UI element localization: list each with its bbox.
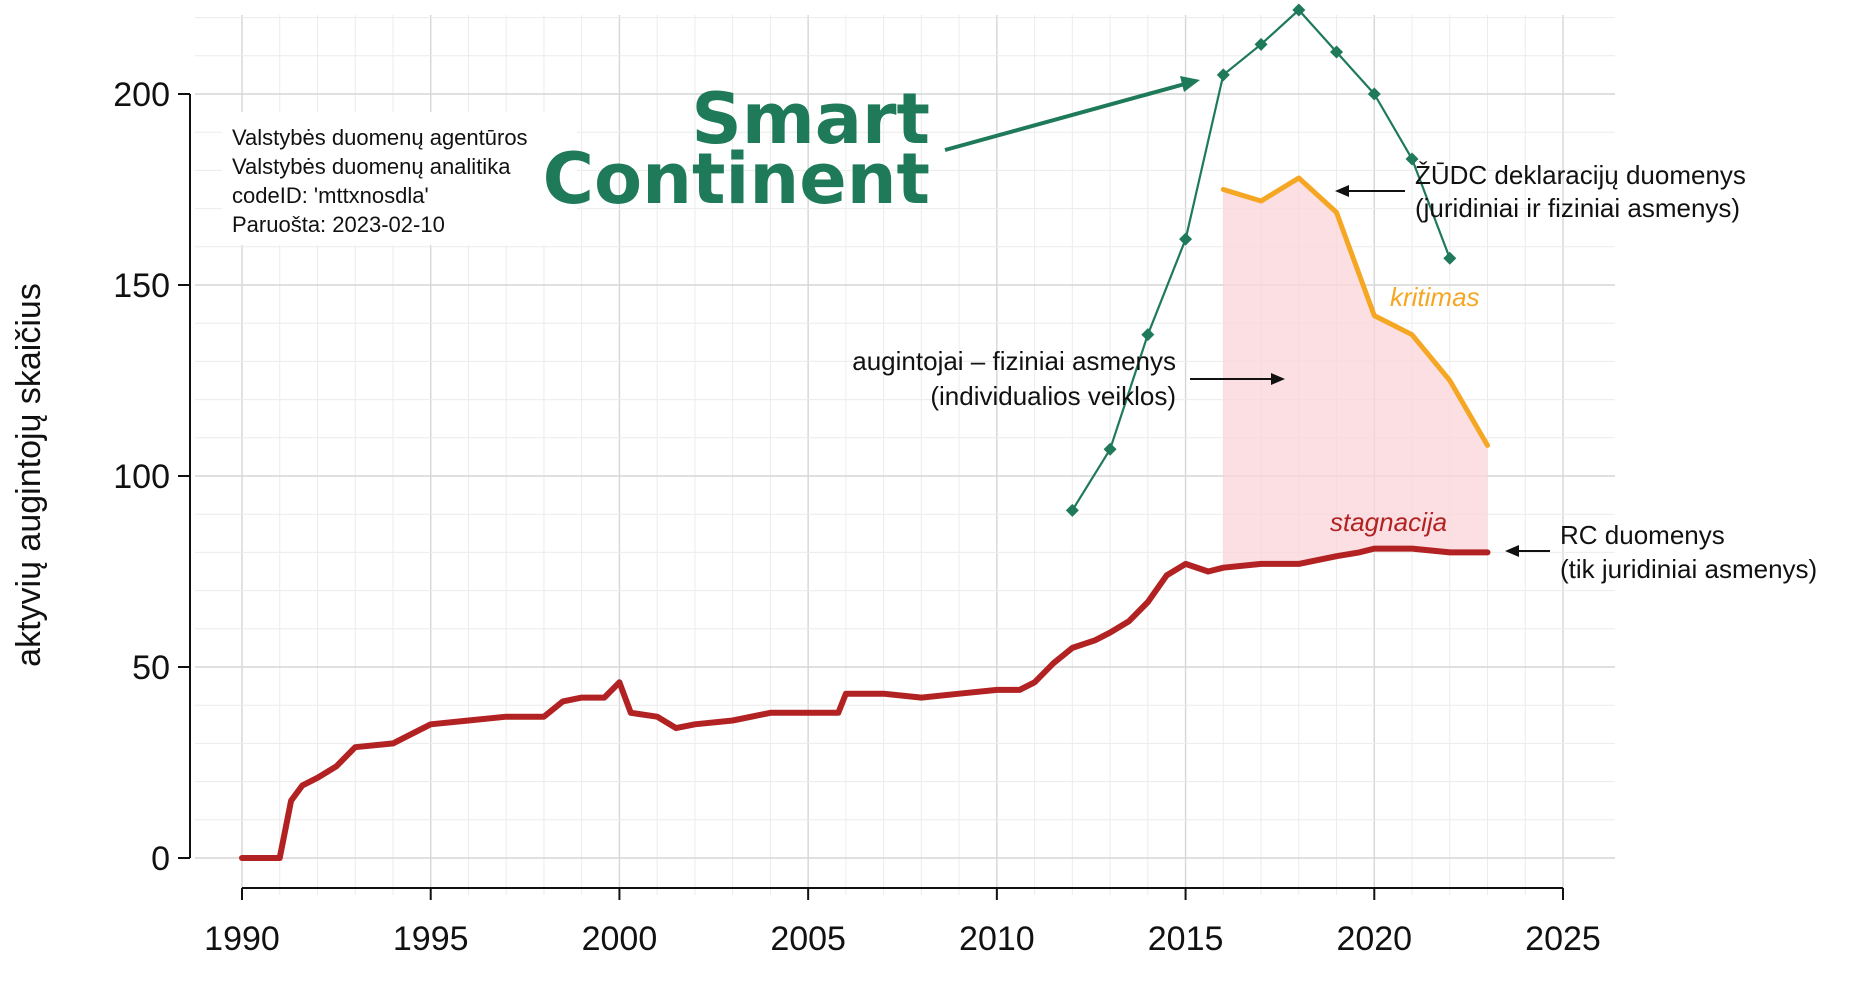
info-line-4: Paruošta: 2023-02-10: [232, 212, 445, 237]
info-line-1: Valstybės duomenų agentūros: [232, 125, 528, 150]
stagnacija-label: stagnacija: [1330, 507, 1447, 537]
x-tick-label: 2010: [959, 920, 1035, 958]
zudc-series-line: [1220, 175, 1490, 448]
series-group: [239, 3, 1491, 861]
logo-arrow-line: [944, 80, 1193, 152]
smart-continent-logo: Smart Continent: [543, 76, 1200, 220]
fiziniai-point: [1141, 328, 1155, 342]
info-line-3: codeID: 'mttxnosdla': [232, 183, 429, 208]
fiziniai-point: [1103, 442, 1117, 456]
fiziniai-label-2: (individualios veiklos): [930, 381, 1176, 411]
fiziniai-point: [1179, 232, 1193, 246]
fiziniai-label-1: augintojai – fiziniai asmenys: [852, 346, 1176, 376]
fiziniai-point: [1367, 87, 1381, 101]
y-tick-label: 200: [113, 76, 170, 114]
logo-arrow-head: [1180, 76, 1200, 92]
shaded-band: [1223, 178, 1488, 568]
fiziniai-point: [1330, 45, 1344, 59]
zudc-label-1: ŽŪDC deklaracijų duomenys: [1415, 160, 1746, 190]
x-tick-label: 2025: [1525, 920, 1601, 958]
y-axis-label: aktyvių augintojų skaičius: [10, 283, 48, 667]
y-tick-label: 100: [113, 458, 170, 496]
logo-line-1: Smart: [691, 78, 930, 160]
zudc-label-2: (juridiniai ir fiziniai asmenys): [1415, 193, 1740, 223]
fiziniai-point: [1292, 3, 1306, 17]
y-tick-label: 50: [132, 649, 170, 687]
fiziniai-point: [1405, 152, 1419, 166]
axes: 1990 1995 2000 2005 2010 2015 2020 2025 0 50 100 15…: [113, 76, 1601, 958]
info-box: Valstybės duomenų agentūros Valstybės du…: [222, 112, 577, 245]
rc-series-line: [239, 545, 1491, 861]
kritimas-label: kritimas: [1390, 282, 1480, 312]
x-tick-label: 2015: [1148, 920, 1224, 958]
x-tick-label: 2000: [582, 920, 658, 958]
y-tick-label: 150: [113, 267, 170, 305]
fiziniai-point: [1065, 503, 1079, 517]
info-line-2: Valstybės duomenų analitika: [232, 154, 511, 179]
fiziniai-point: [1254, 37, 1268, 51]
logo-line-2: Continent: [543, 138, 930, 220]
fiziniai-point: [1443, 251, 1457, 265]
rc-label-2: (tik juridiniai asmenys): [1560, 554, 1817, 584]
x-tick-label: 1995: [393, 920, 469, 958]
x-tick-label: 2005: [770, 920, 846, 958]
shaded-band-area: [1223, 178, 1488, 568]
zudc-arrow-head: [1335, 185, 1349, 197]
x-tick-label: 2020: [1336, 920, 1412, 958]
rc-label-1: RC duomenys: [1560, 520, 1725, 550]
info-box-bg: [222, 112, 577, 245]
fiziniai-point: [1216, 68, 1230, 82]
x-tick-label: 1990: [204, 920, 280, 958]
rc-arrow-head: [1505, 545, 1519, 557]
annotations: ŽŪDC deklaracijų duomenys (juridiniai ir…: [852, 160, 1817, 584]
fiziniai-arrow-head: [1271, 373, 1285, 385]
y-tick-label: 0: [151, 840, 170, 878]
